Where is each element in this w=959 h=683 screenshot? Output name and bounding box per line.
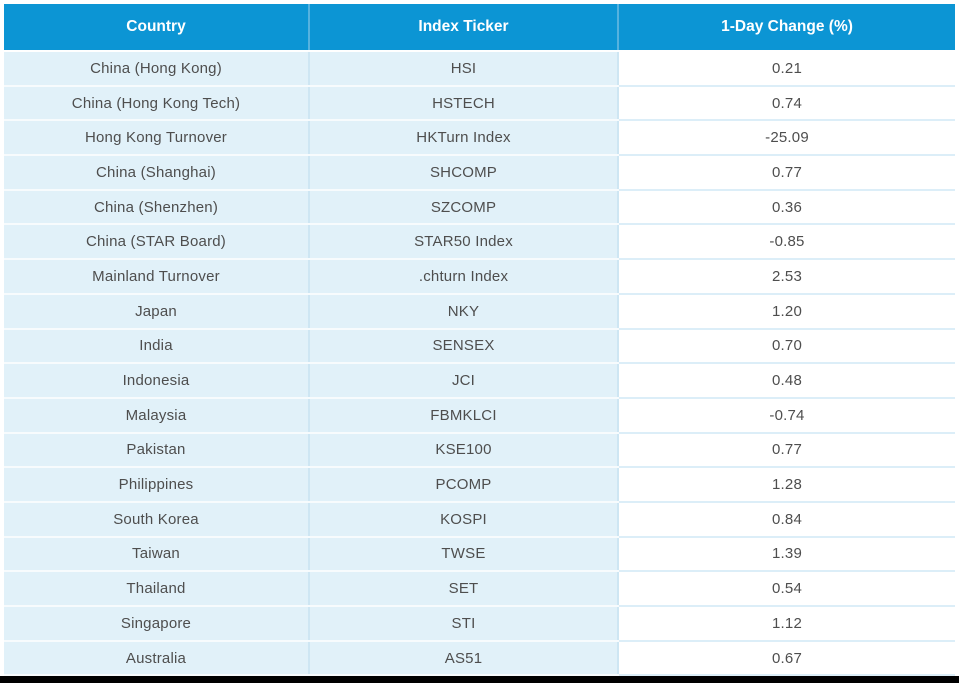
ticker-cell: JCI (308, 363, 618, 399)
table-row: Pakistan KSE100 0.77 (4, 432, 955, 469)
header-row: Country Index Ticker 1-Day Change (%) (4, 4, 955, 52)
ticker-cell: HSI (308, 51, 618, 87)
ticker-cell: .chturn Index (308, 259, 618, 295)
country-cell: Philippines (4, 467, 309, 503)
change-cell: 2.53 (617, 259, 955, 295)
table-row: South Korea KOSPI 0.84 (4, 501, 955, 538)
ticker-cell: STAR50 Index (308, 224, 618, 261)
country-cell: South Korea (4, 501, 309, 538)
change-cell: -25.09 (617, 120, 955, 157)
ticker-cell: HKTurn Index (308, 120, 618, 157)
table-row: China (Hong Kong) HSI 0.21 (4, 51, 955, 87)
ticker-cell: HSTECH (308, 85, 618, 122)
table-row: Japan NKY 1.20 (4, 293, 955, 330)
country-cell: Indonesia (4, 363, 309, 399)
change-cell: 0.70 (617, 328, 955, 365)
ticker-cell: AS51 (308, 640, 618, 677)
table-row: China (Shenzhen) SZCOMP 0.36 (4, 189, 955, 226)
change-cell: 0.54 (617, 571, 955, 607)
table-row: Malaysia FBMKLCI -0.74 (4, 397, 955, 434)
change-cell: 0.84 (617, 501, 955, 538)
country-cell: Hong Kong Turnover (4, 120, 309, 157)
change-cell: 0.67 (617, 640, 955, 677)
change-cell: -0.74 (617, 397, 955, 434)
country-cell: China (Hong Kong Tech) (4, 85, 309, 122)
ticker-cell: PCOMP (308, 467, 618, 503)
column-header-change: 1-Day Change (%) (617, 4, 955, 52)
country-cell: Mainland Turnover (4, 259, 309, 295)
table-row: Thailand SET 0.54 (4, 571, 955, 607)
table-row: Taiwan TWSE 1.39 (4, 536, 955, 573)
column-header-ticker: Index Ticker (308, 4, 618, 52)
country-cell: China (Shanghai) (4, 155, 309, 191)
country-cell: Japan (4, 293, 309, 330)
ticker-cell: FBMKLCI (308, 397, 618, 434)
country-cell: China (Hong Kong) (4, 51, 309, 87)
ticker-cell: KOSPI (308, 501, 618, 538)
country-cell: China (Shenzhen) (4, 189, 309, 226)
change-cell: 1.12 (617, 606, 955, 642)
change-cell: 0.48 (617, 363, 955, 399)
ticker-cell: SHCOMP (308, 155, 618, 191)
table-row: Australia AS51 0.67 (4, 640, 955, 677)
change-cell: 0.77 (617, 155, 955, 191)
table-row: China (Shanghai) SHCOMP 0.77 (4, 155, 955, 191)
table-row: India SENSEX 0.70 (4, 328, 955, 365)
country-cell: Pakistan (4, 432, 309, 469)
country-cell: India (4, 328, 309, 365)
country-cell: Australia (4, 640, 309, 677)
ticker-cell: NKY (308, 293, 618, 330)
table-row: China (STAR Board) STAR50 Index -0.85 (4, 224, 955, 261)
market-index-table: Country Index Ticker 1-Day Change (%) Ch… (4, 4, 955, 677)
bottom-bar (0, 676, 959, 683)
country-cell: China (STAR Board) (4, 224, 309, 261)
country-cell: Singapore (4, 606, 309, 642)
ticker-cell: STI (308, 606, 618, 642)
change-cell: 0.21 (617, 51, 955, 87)
table-row: Mainland Turnover .chturn Index 2.53 (4, 259, 955, 295)
table-row: Hong Kong Turnover HKTurn Index -25.09 (4, 120, 955, 157)
ticker-cell: TWSE (308, 536, 618, 573)
change-cell: 0.36 (617, 189, 955, 226)
ticker-cell: SENSEX (308, 328, 618, 365)
table-header: Country Index Ticker 1-Day Change (%) (4, 4, 955, 52)
change-cell: 0.77 (617, 432, 955, 469)
ticker-cell: SET (308, 571, 618, 607)
change-cell: 0.74 (617, 85, 955, 122)
table-body: China (Hong Kong) HSI 0.21 China (Hong Kong… (4, 51, 955, 677)
change-cell: 1.28 (617, 467, 955, 503)
country-cell: Thailand (4, 571, 309, 607)
change-cell: -0.85 (617, 224, 955, 261)
ticker-cell: SZCOMP (308, 189, 618, 226)
country-cell: Taiwan (4, 536, 309, 573)
change-cell: 1.20 (617, 293, 955, 330)
table-row: Singapore STI 1.12 (4, 606, 955, 642)
table-row: Indonesia JCI 0.48 (4, 363, 955, 399)
column-header-country: Country (4, 4, 309, 52)
change-cell: 1.39 (617, 536, 955, 573)
table-row: Philippines PCOMP 1.28 (4, 467, 955, 503)
ticker-cell: KSE100 (308, 432, 618, 469)
table-row: China (Hong Kong Tech) HSTECH 0.74 (4, 85, 955, 122)
country-cell: Malaysia (4, 397, 309, 434)
